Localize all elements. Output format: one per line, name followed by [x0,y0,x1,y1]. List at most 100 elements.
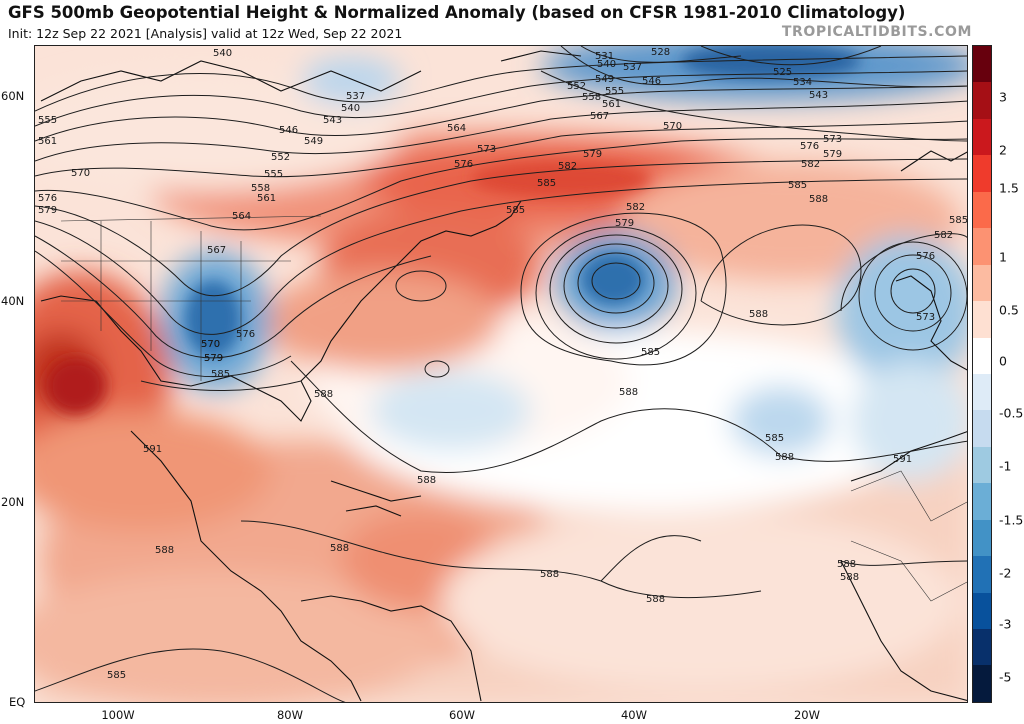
anomaly-map: 540 537 540 543 546 549 552 555 558 561 … [35,46,968,702]
brand-watermark: TROPICALTIDBITS.COM [781,24,972,40]
longitude-label-40w: 40W [620,708,648,722]
contour-label: 537 [623,62,642,73]
contour-label: 585 [537,178,556,189]
colorbar-tick-label: -0.5 [999,405,1024,421]
contour-label: 591 [893,454,912,465]
colorbar-tick-label: -2 [999,565,1012,581]
contour-label: 531 [595,51,614,62]
colorbar-segment [973,629,991,666]
contour-label: 549 [304,136,323,147]
contour-label: 573 [477,144,496,155]
latitude-label-60n: 60N [1,89,25,103]
colorbar-segment [973,301,991,338]
contour-label: 579 [204,353,223,364]
contour-label: 555 [605,86,624,97]
contour-label: 534 [793,77,812,88]
contour-label: 588 [330,543,349,554]
contour-label: 555 [38,115,57,126]
contour-label: 585 [765,433,784,444]
contour-label: 579 [823,149,842,160]
contour-label: 573 [823,134,842,145]
colorbar-tick-label: -3 [999,616,1012,632]
contour-label: 582 [626,202,645,213]
colorbar-tick-label: -1.5 [999,512,1024,528]
contour-label: 567 [207,245,226,256]
contour-label: 588 [155,545,174,556]
contour-label: 561 [257,193,276,204]
colorbar-segment [973,483,991,520]
contour-label: 585 [788,180,807,191]
contour-label: 579 [583,149,602,160]
contour-label: 576 [454,159,473,170]
contour-label: 540 [341,103,360,114]
coastlines [40,50,967,702]
contour-label: 567 [590,111,609,122]
contour-label: 588 [619,387,638,398]
contour-label: 588 [314,389,333,400]
colorbar-segment [973,373,991,411]
longitude-label-60w: 60W [448,708,476,722]
colorbar-segment [973,592,991,629]
contour-label: 555 [264,169,283,180]
colorbar-segment [973,118,991,156]
contour-label: 558 [251,183,270,194]
contour-label: 570 [663,121,682,132]
contour-label: 582 [558,161,577,172]
colorbar-segment [973,410,991,447]
contour-label: 525 [773,67,792,78]
contour-label: 540 [213,48,232,59]
colorbar-segment [973,82,991,119]
contour-label: 588 [809,194,828,205]
contour-label: 588 [775,452,794,463]
contour-label: 576 [916,251,935,262]
contour-label: 543 [809,90,828,101]
map-title: GFS 500mb Geopotential Height & Normaliz… [8,3,906,22]
contour-label: 570 [71,168,90,179]
contour-label: 549 [595,74,614,85]
latitude-label-eq: EQ [9,695,26,709]
colorbar-segment [973,191,991,229]
contour-label: 585 [949,215,968,226]
contour-label: 585 [211,369,230,380]
contour-labels: 540 537 540 543 546 549 552 555 558 561 … [38,47,968,681]
contour-label: 570 [201,339,220,350]
colorbar-segment [973,46,991,83]
contour-label: 588 [646,594,665,605]
contour-label: 585 [641,347,660,358]
contour-label: 537 [346,91,365,102]
anomaly-colorbar [972,45,992,703]
height-contours [35,46,967,702]
colorbar-segment [973,519,991,557]
colorbar-segment [973,264,991,302]
contour-label: 588 [417,475,436,486]
political-borders [60,215,967,602]
contour-label: 579 [204,353,223,364]
colorbar-segment [973,556,991,593]
anomaly-shading [35,46,967,702]
contour-label: 558 [582,92,601,103]
contour-label: 570 [201,339,220,350]
colorbar-tick-label: 3 [999,89,1007,105]
longitude-label-100w: 100W [101,708,135,722]
colorbar-tick-label: 2 [999,142,1007,158]
map-subtitle: Init: 12z Sep 22 2021 [Analysis] valid a… [8,26,403,41]
contour-label: 546 [642,76,661,87]
contour-label: 576 [800,141,819,152]
contour-label: 540 [597,59,616,70]
colorbar-segment [973,228,991,265]
contour-label: 552 [271,152,290,163]
contour-label: 585 [107,670,126,681]
colorbar-tick-label: 0 [999,353,1007,369]
contour-label: 588 [837,559,856,570]
colorbar-segment [973,155,991,192]
contour-label: 582 [934,230,953,241]
colorbar-tick-label: 0.5 [999,302,1019,318]
colorbar-tick-label: 1 [999,249,1007,265]
contour-label: 546 [279,125,298,136]
contour-label: 564 [232,211,251,222]
colorbar-segment [973,665,991,702]
contour-label: 576 [38,193,57,204]
contour-label: 579 [615,218,634,229]
latitude-label-40n: 40N [1,294,25,308]
contour-label: 561 [602,99,621,110]
